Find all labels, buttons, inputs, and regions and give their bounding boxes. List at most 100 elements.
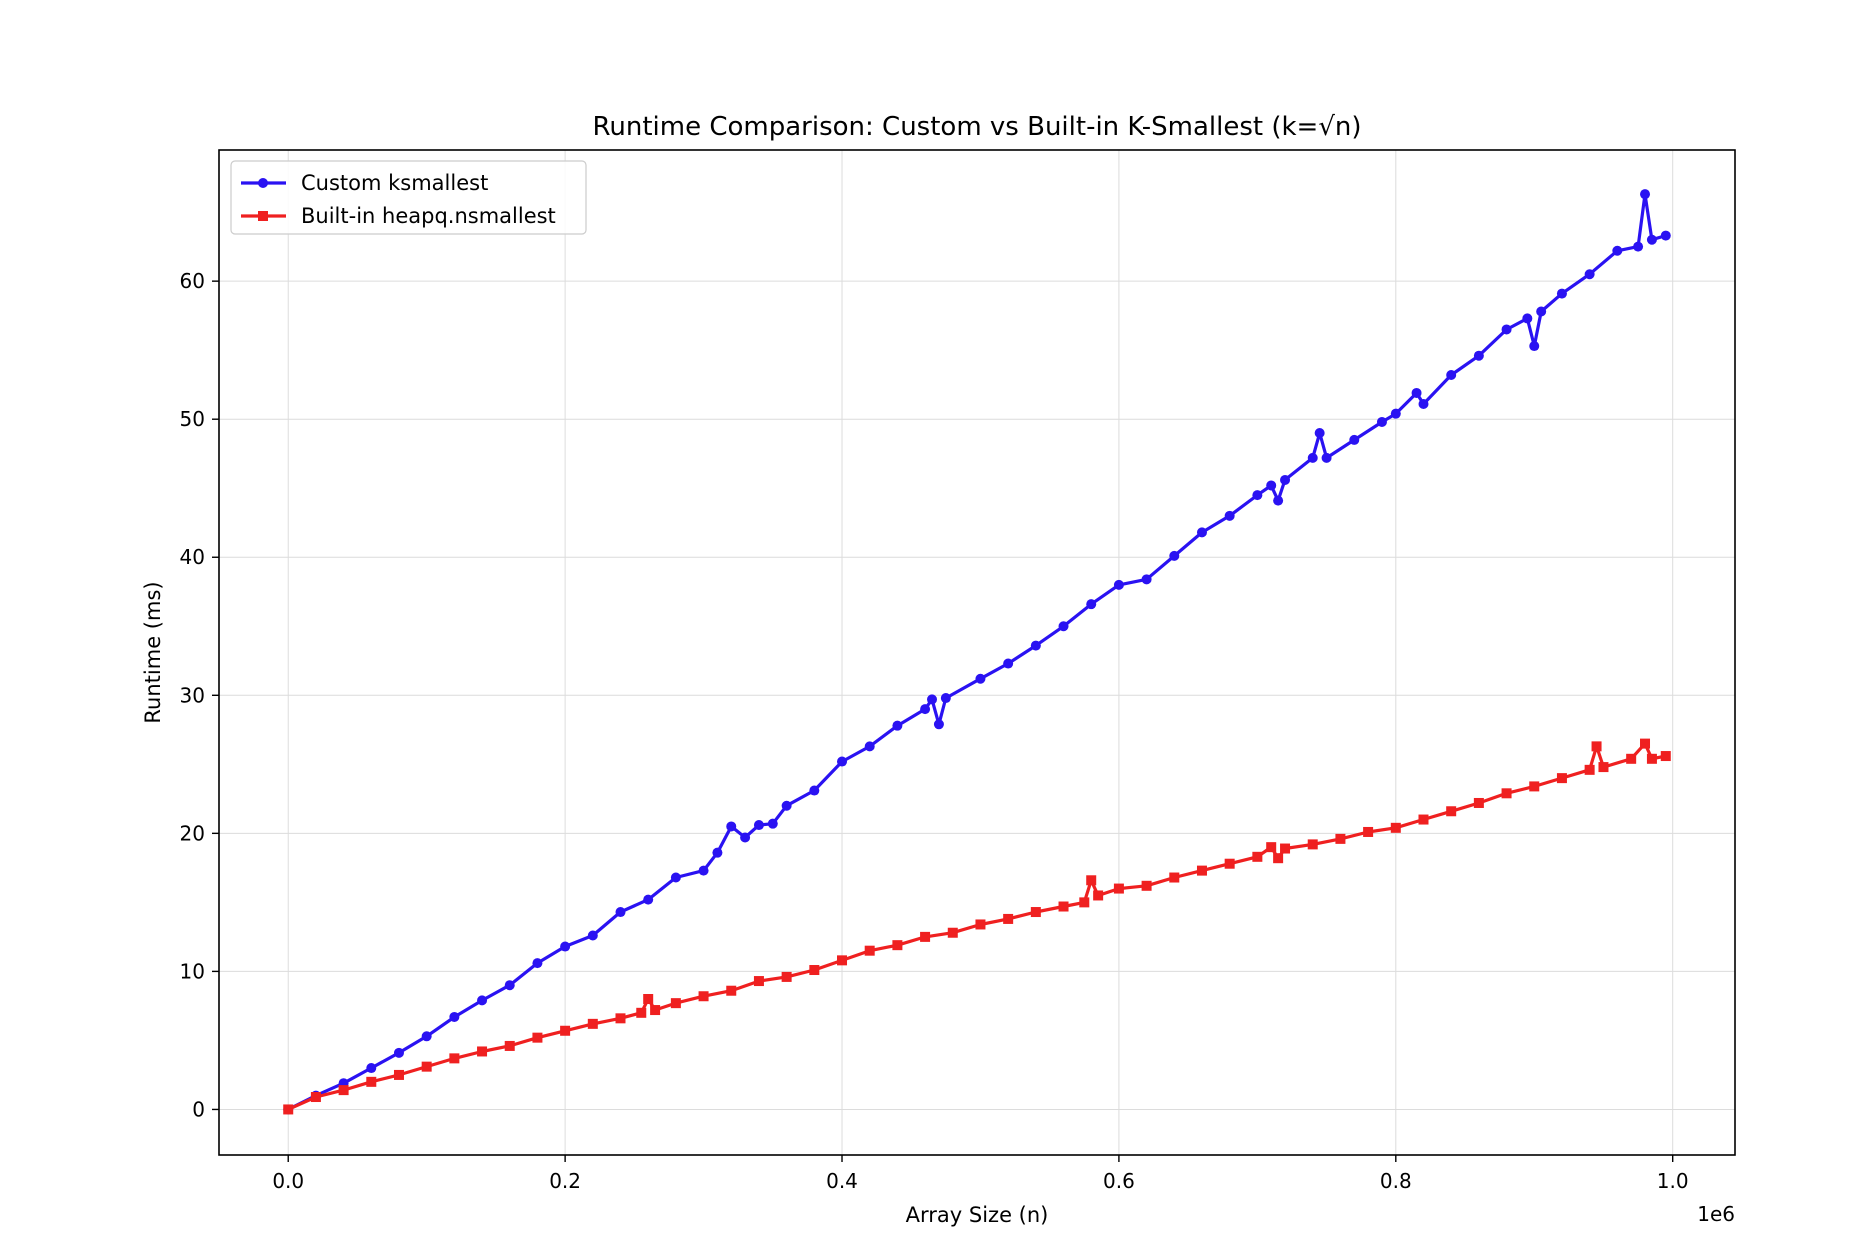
data-point: [587, 930, 598, 941]
data-point: [1390, 408, 1401, 419]
x-axis-offset-label: 1e6: [1697, 1202, 1735, 1226]
data-point: [1003, 913, 1014, 924]
data-point: [1646, 234, 1657, 245]
data-point: [650, 1005, 661, 1016]
data-point: [864, 741, 875, 752]
x-axis-ticks: 0.0 0.2 0.4 0.6 0.8 1.0: [272, 1155, 1689, 1193]
data-point: [1003, 658, 1014, 669]
legend-entry: Built-in heapq.nsmallest: [241, 204, 556, 228]
data-point: [615, 1013, 626, 1024]
x-tick-label: 0.2: [549, 1169, 581, 1193]
data-point: [1113, 579, 1124, 590]
y-tick-label: 0: [192, 1097, 205, 1121]
data-point: [1086, 599, 1097, 610]
plot-frame: [218, 149, 1736, 1156]
data-point: [809, 965, 820, 976]
data-point: [1224, 510, 1235, 521]
data-point: [726, 821, 737, 832]
data-point: [781, 800, 792, 811]
data-point: [504, 980, 515, 991]
data-point: [1141, 880, 1152, 891]
data-point: [393, 1069, 404, 1080]
data-point: [1169, 872, 1180, 883]
y-tick-label: 10: [180, 959, 205, 983]
data-point: [1141, 574, 1152, 585]
legend-marker: [258, 178, 268, 188]
legend-label: Built-in heapq.nsmallest: [301, 204, 556, 228]
data-point: [698, 991, 709, 1002]
data-point: [1363, 826, 1374, 837]
data-point: [933, 719, 944, 730]
data-point: [940, 693, 951, 704]
series-custom-ksmallest: [283, 189, 1671, 1115]
x-tick-label: 1.0: [1657, 1169, 1689, 1193]
data-point: [1224, 858, 1235, 869]
y-axis-label: Runtime (ms): [141, 581, 165, 723]
data-point: [366, 1063, 377, 1074]
data-point: [1418, 814, 1429, 825]
data-point: [1591, 741, 1602, 752]
chart-title: Runtime Comparison: Custom vs Built-in K…: [592, 112, 1361, 142]
data-point: [1058, 901, 1069, 912]
data-point: [421, 1061, 432, 1072]
legend: Custom ksmallest Built-in heapq.nsmallest: [230, 160, 587, 235]
data-point: [947, 927, 958, 938]
legend-entry: Custom ksmallest: [241, 171, 488, 195]
data-point: [283, 1104, 294, 1115]
data-point: [1501, 788, 1512, 799]
data-point: [1536, 306, 1547, 317]
data-point: [560, 1025, 571, 1036]
data-point: [1252, 851, 1263, 862]
data-point: [504, 1040, 515, 1051]
legend-entries: Custom ksmallest Built-in heapq.nsmallest: [241, 171, 556, 228]
data-point: [1030, 907, 1041, 918]
x-tick-label: 0.0: [272, 1169, 304, 1193]
data-point: [477, 1046, 488, 1057]
data-point: [643, 894, 654, 905]
data-point: [1501, 324, 1512, 335]
data-point: [1556, 288, 1567, 299]
y-tick-label: 20: [180, 821, 205, 845]
data-point: [1273, 495, 1284, 506]
data-point: [1633, 241, 1644, 252]
data-point: [1556, 773, 1567, 784]
data-point: [338, 1085, 349, 1096]
data-point: [1522, 313, 1533, 324]
data-point: [1660, 751, 1671, 762]
data-point: [615, 907, 626, 918]
y-tick-label: 30: [180, 683, 205, 707]
data-point: [1598, 762, 1609, 773]
data-point: [670, 998, 681, 1009]
data-point: [1273, 853, 1284, 864]
data-point: [920, 931, 931, 942]
data-point: [1058, 621, 1069, 632]
data-point: [837, 756, 848, 767]
data-point: [1266, 842, 1277, 853]
data-point: [1473, 797, 1484, 808]
data-point: [1584, 764, 1595, 775]
data-point: [892, 940, 903, 951]
data-point: [532, 958, 543, 969]
data-point: [477, 995, 488, 1006]
data-point: [1646, 753, 1657, 764]
x-tick-label: 0.4: [826, 1169, 858, 1193]
y-tick-label: 50: [180, 407, 205, 431]
data-point: [1446, 806, 1457, 817]
x-axis-label: Array Size (n): [906, 1203, 1049, 1227]
data-point: [560, 941, 571, 952]
data-point: [1411, 387, 1422, 398]
data-point: [837, 955, 848, 966]
data-point: [809, 785, 820, 796]
data-point: [449, 1011, 460, 1022]
y-tick-label: 60: [180, 269, 205, 293]
series-builtin-heapq-nsmallest: [283, 738, 1671, 1115]
data-point: [310, 1092, 321, 1103]
data-point: [1584, 269, 1595, 280]
data-point: [712, 847, 723, 858]
y-axis-ticks: 0 10 20 30 40 50 60: [180, 269, 219, 1121]
data-point: [393, 1047, 404, 1058]
data-point: [532, 1032, 543, 1043]
data-point: [1473, 350, 1484, 361]
data-point: [1660, 230, 1671, 241]
